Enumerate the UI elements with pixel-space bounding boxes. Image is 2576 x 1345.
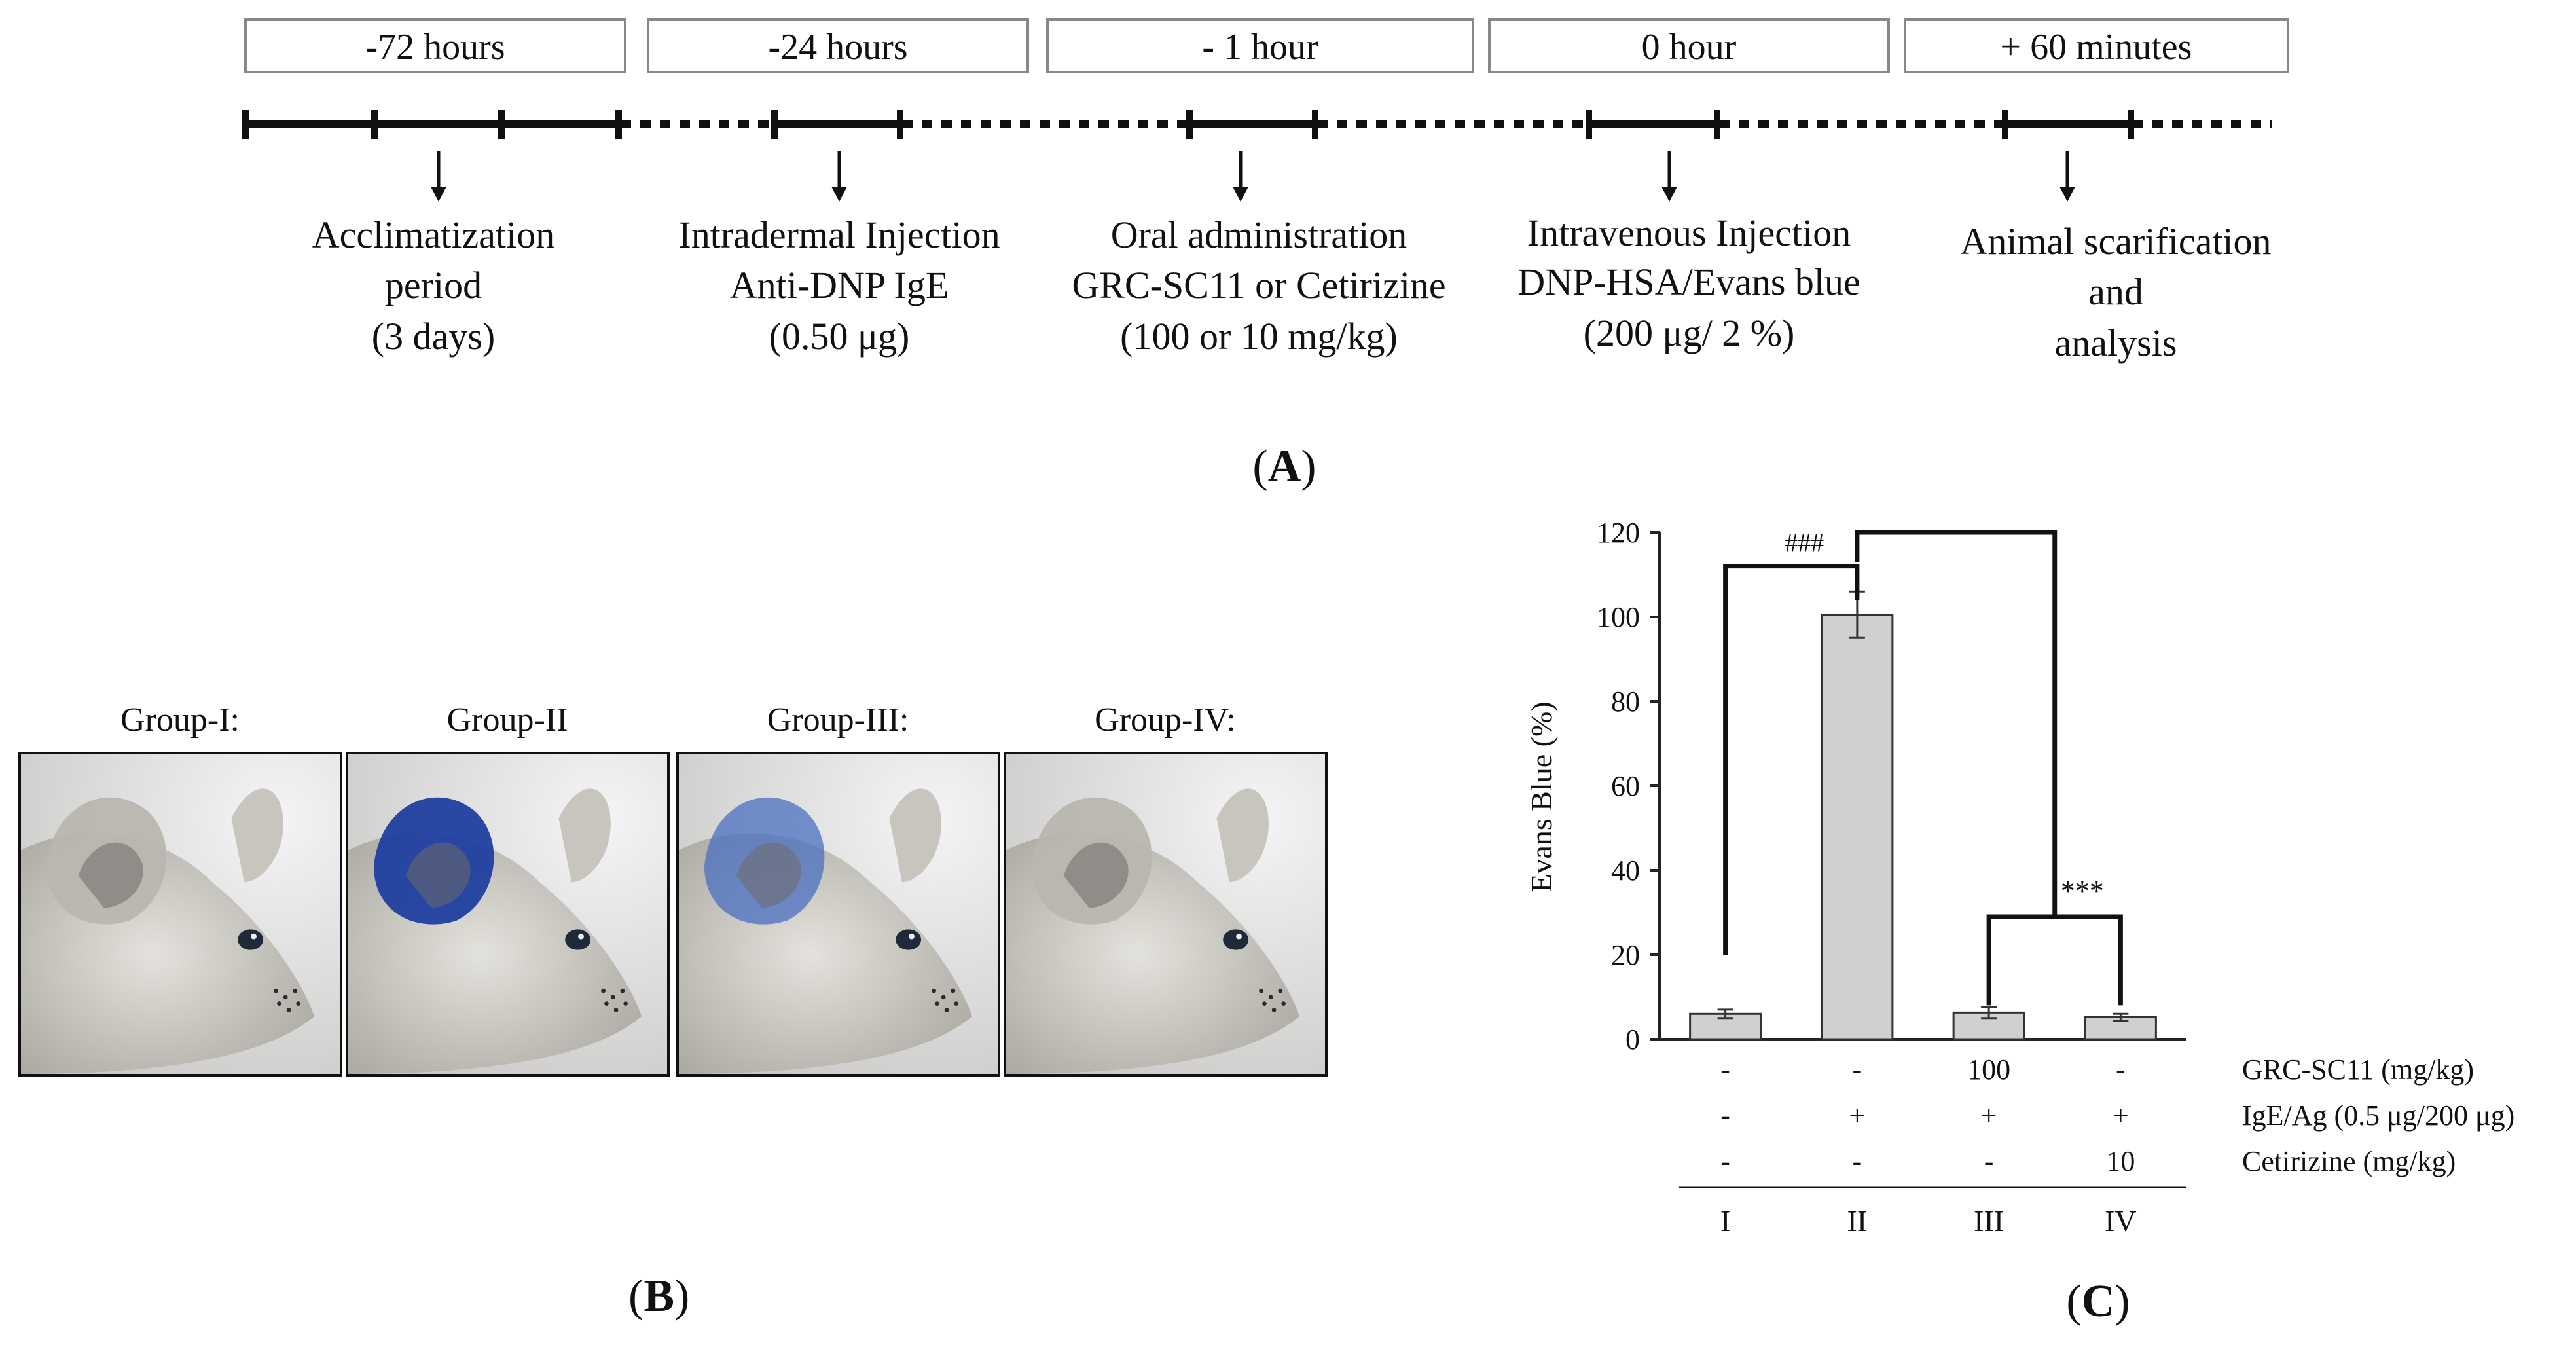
group-title: Group-II xyxy=(446,701,568,739)
timepoint-label: -72 hours xyxy=(365,27,505,67)
timeline-ticks xyxy=(242,110,2134,139)
step-description-5: Animal scarification and analysis xyxy=(1960,220,2271,364)
mouse-head-illustration xyxy=(348,754,667,1074)
significance-label: ### xyxy=(1785,528,1824,558)
error-bar xyxy=(2113,1012,2129,1022)
y-tick-label: 120 xyxy=(1597,517,1640,549)
error-bar xyxy=(1981,1006,1997,1020)
treatment-cell: + xyxy=(2113,1099,2129,1132)
mouse-photo-group-1 xyxy=(18,752,342,1077)
svg-text:(3 days): (3 days) xyxy=(372,315,495,358)
chart-bars xyxy=(1689,590,2157,1041)
svg-text:GRC-SC11 or Cetirizine: GRC-SC11 or Cetirizine xyxy=(1072,264,1445,306)
treatment-table: - - 100 - GRC-SC11 (mg/kg) - + + + IgE/Ag (0.5 μg… xyxy=(1679,1054,2514,1238)
mouse-photo-group-3 xyxy=(676,752,1000,1077)
panel-letter-a: (A) xyxy=(1252,441,1316,492)
svg-text:Anti-DNP IgE: Anti-DNP IgE xyxy=(730,264,949,306)
step-description-1: Acclimatization period (3 days) xyxy=(312,213,554,358)
timepoint-box-2: -24 hours xyxy=(647,18,1029,73)
treatment-cell: 100 xyxy=(1967,1054,2010,1086)
treatment-cell: - xyxy=(1720,1145,1730,1177)
arrow-down-icon xyxy=(831,151,847,202)
y-tick-label: 60 xyxy=(1611,770,1640,802)
timeline-diagram: -72 hours -24 hours - 1 hour 0 hour + 60… xyxy=(242,18,2289,492)
x-category-label: II xyxy=(1847,1204,1868,1238)
svg-text:DNP-HSA/Evans blue: DNP-HSA/Evans blue xyxy=(1517,261,1860,303)
timepoint-label: 0 hour xyxy=(1642,27,1737,67)
mouse-photo-group-2 xyxy=(346,752,670,1077)
timepoint-box-3: - 1 hour xyxy=(1046,18,1474,73)
error-bar xyxy=(1717,1008,1733,1020)
panel-letter-c: (C) xyxy=(2066,1276,2130,1327)
timepoint-box-5: + 60 minutes xyxy=(1904,18,2289,73)
y-tick-label: 100 xyxy=(1597,601,1640,633)
timepoint-box-1: -72 hours xyxy=(244,18,626,73)
significance-label: *** xyxy=(2061,875,2104,907)
down-arrows xyxy=(431,151,2075,202)
mouse-head-illustration xyxy=(1006,754,1325,1074)
timepoint-label: -24 hours xyxy=(768,27,907,67)
step-description-4: Intravenous Injection DNP-HSA/Evans blue… xyxy=(1517,212,1860,354)
bar-II xyxy=(1821,614,1894,1041)
svg-text:(200 μg/ 2 %): (200 μg/ 2 %) xyxy=(1584,312,1795,354)
mouse-head-illustration xyxy=(679,754,998,1074)
y-tick-label: 40 xyxy=(1611,855,1640,887)
svg-text:Oral administration: Oral administration xyxy=(1111,213,1407,256)
timepoint-label: - 1 hour xyxy=(1202,27,1318,67)
arrow-down-icon xyxy=(1233,151,1248,202)
step-description-3: Oral administration GRC-SC11 or Cetirizi… xyxy=(1072,213,1445,358)
group-title: Group-I: xyxy=(120,701,240,739)
y-tick-label: 0 xyxy=(1625,1023,1640,1056)
mouse-photo-group-4 xyxy=(1004,752,1328,1077)
svg-text:(0.50 μg): (0.50 μg) xyxy=(769,315,910,358)
bracket-lines xyxy=(1723,530,2123,1006)
group-title: Group-IV: xyxy=(1095,701,1236,739)
x-category-label: III xyxy=(1974,1204,2004,1238)
x-category-label: IV xyxy=(2105,1204,2137,1238)
timepoint-box-4: 0 hour xyxy=(1488,18,1890,73)
arrow-down-icon xyxy=(2059,151,2075,202)
group-title: Group-III: xyxy=(767,701,909,739)
treatment-cell: - xyxy=(1984,1145,1994,1177)
arrow-down-icon xyxy=(1661,151,1677,202)
timepoint-label: + 60 minutes xyxy=(2001,27,2192,67)
svg-text:analysis: analysis xyxy=(2055,322,2177,364)
svg-text:Acclimatization: Acclimatization xyxy=(312,213,554,256)
treatment-cell: 10 xyxy=(2106,1145,2135,1177)
treatment-cell: - xyxy=(1853,1145,1862,1177)
mouse-head-illustration xyxy=(21,754,340,1074)
svg-text:Intradermal Injection: Intradermal Injection xyxy=(678,213,1000,256)
svg-text:(100 or 10 mg/kg): (100 or 10 mg/kg) xyxy=(1120,315,1398,358)
y-tick-label: 20 xyxy=(1611,939,1640,971)
treatment-cell: - xyxy=(1720,1054,1730,1086)
step-description-2: Intradermal Injection Anti-DNP IgE (0.50… xyxy=(678,213,1000,358)
treatment-cell: + xyxy=(1981,1099,1997,1132)
svg-text:period: period xyxy=(385,264,482,306)
evans-blue-chart: 0 20 40 60 80 100 120 ### *** - - 100 - GRC-SC11 (m… xyxy=(1525,517,2514,1327)
x-category-label: I xyxy=(1720,1204,1730,1238)
treatment-cell: - xyxy=(1853,1054,1862,1086)
treatment-cell: + xyxy=(1849,1099,1865,1132)
significance-brackets: ### *** xyxy=(1723,528,2123,1006)
panel-letter-b: (B) xyxy=(628,1271,690,1321)
timeline-axis xyxy=(242,110,2272,139)
treatment-row-label: GRC-SC11 (mg/kg) xyxy=(2242,1054,2474,1086)
treatment-cell: - xyxy=(1720,1099,1730,1132)
svg-text:Animal scarification: Animal scarification xyxy=(1960,220,2271,263)
treatment-cell: - xyxy=(2116,1054,2126,1086)
treatment-row-label: IgE/Ag (0.5 μg/200 μg) xyxy=(2242,1099,2514,1132)
treatment-row-label: Cetirizine (mg/kg) xyxy=(2242,1145,2456,1177)
svg-text:Intravenous Injection: Intravenous Injection xyxy=(1527,212,1851,254)
arrow-down-icon xyxy=(431,151,446,202)
y-axis-label: Evans Blue (%) xyxy=(1525,701,1558,892)
y-tick-label: 80 xyxy=(1611,686,1640,718)
svg-text:and: and xyxy=(2088,270,2143,313)
